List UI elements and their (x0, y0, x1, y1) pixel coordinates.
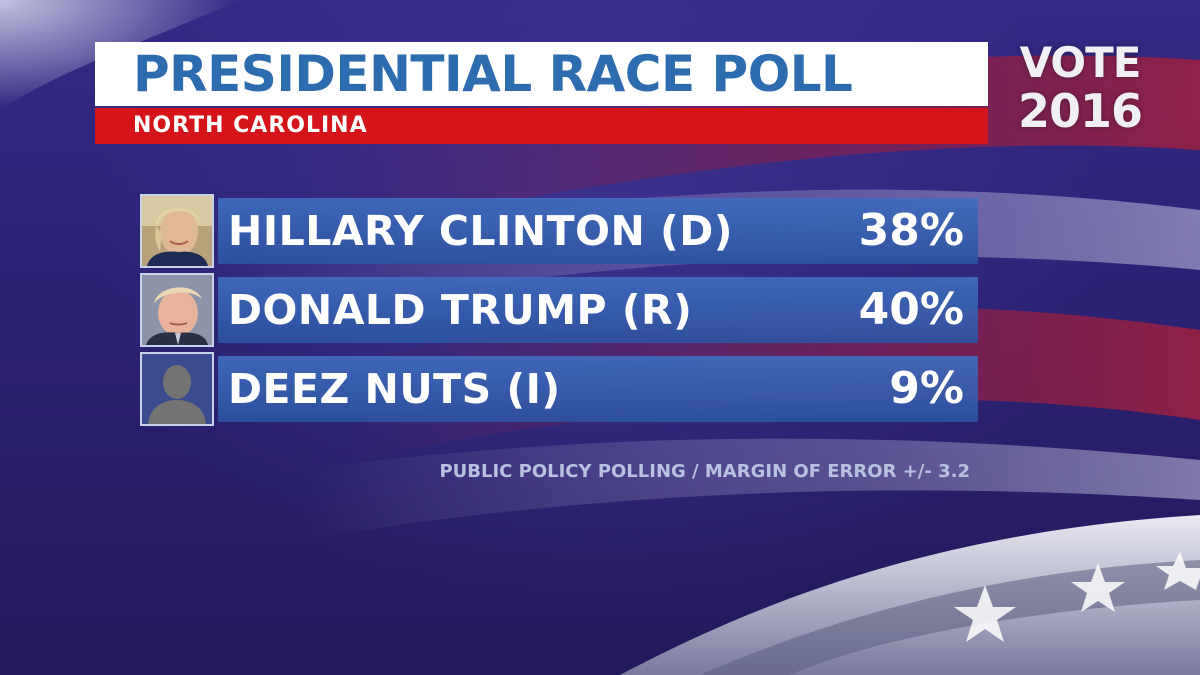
poll-source: PUBLIC POLICY POLLING / MARGIN OF ERROR … (439, 461, 970, 482)
candidate-bar: HILLARY CLINTON (D) 38% (218, 198, 978, 264)
candidate-row-trump: DONALD TRUMP (R) 40% (140, 273, 978, 347)
candidate-percent: 40% (858, 284, 964, 335)
logo-line-year: 2016 (1017, 84, 1143, 138)
candidate-percent: 38% (858, 205, 964, 256)
candidate-percent: 9% (889, 363, 964, 414)
candidate-photo-man-icon (140, 273, 214, 347)
title-bar: PRESIDENTIAL RACE POLL (95, 42, 988, 106)
candidate-row-deez-nuts: DEEZ NUTS (I) 9% (140, 352, 978, 426)
candidate-photo-woman-icon (140, 194, 214, 268)
candidate-name: HILLARY CLINTON (D) (228, 207, 734, 255)
candidate-name: DONALD TRUMP (R) (228, 286, 693, 334)
candidate-row-clinton: HILLARY CLINTON (D) 38% (140, 194, 978, 268)
candidate-bar: DONALD TRUMP (R) 40% (218, 277, 978, 343)
candidate-name: DEEZ NUTS (I) (228, 365, 561, 413)
poll-title: PRESIDENTIAL RACE POLL (133, 45, 853, 103)
vote-2016-logo: VOTE 2016 (1010, 38, 1150, 138)
subtitle-bar: NORTH CAROLINA (95, 108, 988, 144)
state-subtitle: NORTH CAROLINA (133, 113, 368, 138)
logo-line-vote: VOTE (1019, 38, 1142, 87)
silhouette-placeholder-icon (140, 352, 214, 426)
candidate-bar: DEEZ NUTS (I) 9% (218, 356, 978, 422)
